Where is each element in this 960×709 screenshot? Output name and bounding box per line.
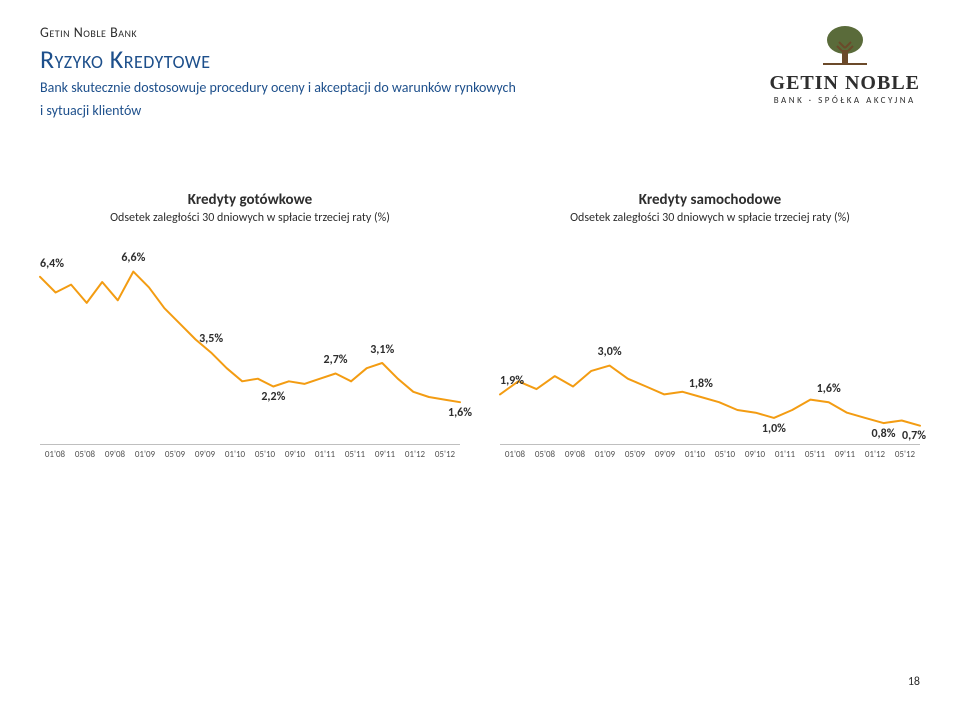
x-tick: 01'10 xyxy=(680,449,710,460)
page: Getin Noble Bank Ryzyko Kredytowe Bank s… xyxy=(0,0,960,709)
header-text: Getin Noble Bank Ryzyko Kredytowe Bank s… xyxy=(40,24,516,121)
chart-left-plot: 6,4%6,6%3,5%2,2%2,7%3,1%1,6% xyxy=(40,235,460,445)
page-number: 18 xyxy=(908,675,920,689)
brand-name: GETIN NOBLE xyxy=(770,72,920,94)
charts-row: Kredyty gotówkowe Odsetek zaległości 30 … xyxy=(40,191,920,460)
data-label: 3,0% xyxy=(598,345,622,359)
chart-left-xaxis: 01'0805'0809'0801'0905'0909'0901'1005'10… xyxy=(40,449,460,460)
x-tick: 09'10 xyxy=(740,449,770,460)
x-tick: 09'09 xyxy=(190,449,220,460)
x-tick: 09'08 xyxy=(100,449,130,460)
brand-subtitle: BANK · SPÓŁKA AKCYJNA xyxy=(770,96,920,106)
x-tick: 01'09 xyxy=(130,449,160,460)
chart-right-plot: 1,9%3,0%1,8%1,0%1,6%0,8%0,7% xyxy=(500,235,920,445)
x-tick: 01'11 xyxy=(770,449,800,460)
x-tick: 05'08 xyxy=(70,449,100,460)
data-label: 6,4% xyxy=(40,257,64,271)
data-label: 3,5% xyxy=(199,332,223,346)
x-tick: 01'08 xyxy=(500,449,530,460)
data-label: 2,2% xyxy=(261,390,285,404)
data-label: 2,7% xyxy=(324,353,348,367)
x-tick: 01'12 xyxy=(400,449,430,460)
x-tick: 01'08 xyxy=(40,449,70,460)
data-label: 1,6% xyxy=(448,406,472,420)
x-tick: 01'09 xyxy=(590,449,620,460)
header: Getin Noble Bank Ryzyko Kredytowe Bank s… xyxy=(40,24,920,121)
x-tick: 05'09 xyxy=(620,449,650,460)
x-tick: 01'11 xyxy=(310,449,340,460)
data-label: 1,9% xyxy=(500,374,524,388)
x-tick: 05'11 xyxy=(340,449,370,460)
chart-right-title: Kredyty samochodowe xyxy=(500,191,920,209)
data-label: 1,6% xyxy=(817,382,841,396)
data-label: 0,8% xyxy=(871,427,895,441)
x-tick: 09'10 xyxy=(280,449,310,460)
page-title: Ryzyko Kredytowe xyxy=(40,43,516,75)
x-tick: 05'09 xyxy=(160,449,190,460)
data-label: 1,8% xyxy=(689,377,713,391)
data-label: 3,1% xyxy=(370,343,394,357)
x-tick: 05'10 xyxy=(250,449,280,460)
x-tick: 09'09 xyxy=(650,449,680,460)
chart-right: Kredyty samochodowe Odsetek zaległości 3… xyxy=(500,191,920,460)
x-tick: 05'12 xyxy=(430,449,460,460)
x-tick: 01'12 xyxy=(860,449,890,460)
chart-right-xaxis: 01'0805'0809'0801'0905'0909'0901'1005'10… xyxy=(500,449,920,460)
x-tick: 05'12 xyxy=(890,449,920,460)
x-tick: 05'08 xyxy=(530,449,560,460)
chart-right-subtitle: Odsetek zaległości 30 dniowych w spłacie… xyxy=(500,211,920,225)
data-label: 1,0% xyxy=(762,422,786,436)
x-tick: 09'08 xyxy=(560,449,590,460)
chart-left-subtitle: Odsetek zaległości 30 dniowych w spłacie… xyxy=(40,211,460,225)
x-tick: 01'10 xyxy=(220,449,250,460)
company-overline: Getin Noble Bank xyxy=(40,24,516,41)
data-label: 0,7% xyxy=(902,429,926,443)
x-tick: 09'11 xyxy=(830,449,860,460)
brand-logo: GETIN NOBLE BANK · SPÓŁKA AKCYJNA xyxy=(770,24,920,106)
page-subtitle-2: i sytuacji klientów xyxy=(40,102,516,121)
data-label: 6,6% xyxy=(121,251,145,265)
chart-left-title: Kredyty gotówkowe xyxy=(40,191,460,209)
tree-icon xyxy=(817,24,873,68)
x-tick: 05'10 xyxy=(710,449,740,460)
x-tick: 09'11 xyxy=(370,449,400,460)
page-subtitle-1: Bank skutecznie dostosowuje procedury oc… xyxy=(40,79,516,98)
chart-left: Kredyty gotówkowe Odsetek zaległości 30 … xyxy=(40,191,460,460)
x-tick: 05'11 xyxy=(800,449,830,460)
